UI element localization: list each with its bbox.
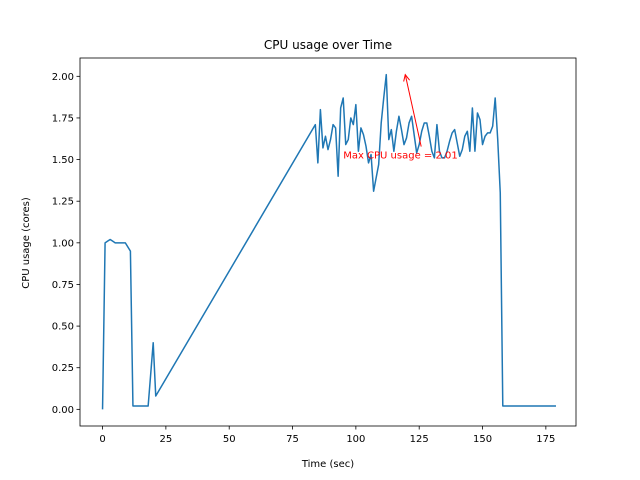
x-tick-label: 50 (223, 434, 236, 445)
y-tick-label: 1.25 (52, 197, 74, 208)
x-tick-label: 125 (410, 434, 429, 445)
y-tick-label: 1.00 (52, 238, 74, 249)
x-axis-title: Time (sec) (301, 459, 354, 470)
y-tick-label: 1.75 (52, 113, 74, 124)
y-tick-label: 0.00 (52, 405, 74, 416)
plot-area: 0 25 50 75 100 125 150 175 0.00 0.25 0.50 0.75 1.00… (52, 57, 577, 445)
y-tick-label: 1.50 (52, 155, 74, 166)
axes-frame (79, 57, 577, 427)
y-axis-ticks: 0.00 0.25 0.50 0.75 1.00 1.25 1.50 1.75 2.00 (52, 72, 80, 416)
y-tick-label: 0.50 (52, 322, 74, 333)
x-axis-ticks: 0 25 50 75 100 125 150 175 (99, 426, 555, 445)
annotation-arrowhead (403, 73, 410, 82)
x-tick-label: 175 (536, 434, 555, 445)
x-tick-label: 25 (160, 434, 173, 445)
y-axis-title: CPU usage (cores) (21, 197, 32, 289)
y-tick-label: 0.75 (52, 280, 74, 291)
y-tick-label: 0.25 (52, 363, 74, 374)
x-tick-label: 100 (346, 434, 365, 445)
x-tick-label: 150 (473, 434, 492, 445)
x-tick-label: 0 (99, 434, 105, 445)
chart-title: CPU usage over Time (264, 38, 392, 52)
y-tick-label: 2.00 (52, 72, 74, 83)
annotation-arrow (404, 74, 422, 147)
x-tick-label: 75 (286, 434, 299, 445)
cpu-usage-series-line (101, 73, 556, 410)
annotation-label: Max CPU usage = 2.01 (343, 151, 458, 162)
